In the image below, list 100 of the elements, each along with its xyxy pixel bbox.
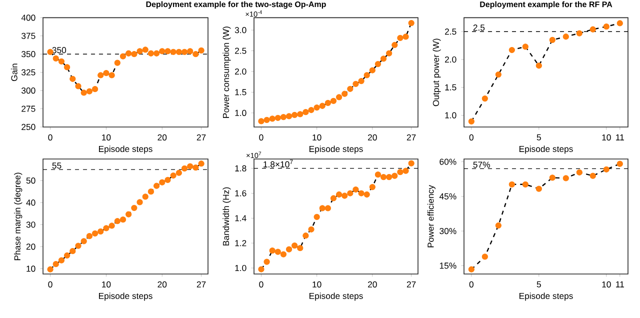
point bbox=[120, 53, 126, 60]
point bbox=[330, 98, 337, 104]
point bbox=[269, 247, 276, 254]
x-tick-label: 20 bbox=[158, 281, 167, 288]
point bbox=[136, 48, 143, 54]
point bbox=[603, 24, 610, 30]
point bbox=[314, 214, 320, 220]
point bbox=[308, 106, 314, 114]
y-tick-label: 1.0 bbox=[235, 110, 246, 116]
y-tick-label: 1.5 bbox=[235, 89, 246, 96]
point bbox=[576, 30, 582, 36]
point bbox=[495, 222, 502, 229]
point bbox=[562, 34, 569, 40]
point bbox=[274, 114, 281, 121]
point bbox=[330, 195, 337, 202]
x-tick-label: 0 bbox=[469, 134, 474, 141]
point bbox=[64, 252, 70, 259]
point bbox=[159, 48, 166, 54]
point bbox=[136, 199, 143, 206]
point bbox=[392, 172, 398, 179]
y-tick-label: 2.5 bbox=[445, 28, 456, 35]
point bbox=[176, 170, 182, 176]
point bbox=[380, 174, 387, 180]
point bbox=[280, 251, 287, 258]
point bbox=[192, 51, 199, 58]
point bbox=[522, 44, 528, 50]
y-tick-label: 10 bbox=[26, 266, 36, 272]
y-axis-title: Power consumption (W) bbox=[222, 26, 231, 118]
point bbox=[549, 36, 556, 44]
x-tick-label: 10 bbox=[312, 281, 322, 288]
point bbox=[86, 88, 93, 94]
x-tick-label: 27 bbox=[406, 134, 416, 140]
y-tick-label: 15% bbox=[440, 262, 456, 269]
point bbox=[170, 48, 176, 55]
y-axis-title: Bandwidth (Hz) bbox=[222, 187, 231, 246]
x-tick-label: 27 bbox=[196, 281, 206, 288]
point bbox=[386, 50, 392, 56]
point bbox=[264, 258, 270, 265]
point bbox=[47, 266, 54, 272]
chart-title: Deployment example for the RF PA bbox=[480, 1, 612, 9]
point bbox=[576, 169, 582, 176]
point bbox=[386, 174, 392, 180]
point bbox=[324, 205, 332, 212]
ref-line-label: 55 bbox=[52, 162, 62, 169]
y-tick-label: 30% bbox=[440, 228, 456, 234]
x-tick-label: 0 bbox=[259, 281, 264, 288]
point bbox=[402, 34, 409, 40]
x-tick-label: 0 bbox=[48, 134, 52, 141]
y-tick-label: 1.8 bbox=[235, 165, 246, 172]
y-tick-label: 1.6 bbox=[235, 190, 246, 196]
y-tick-label: 275 bbox=[22, 106, 36, 112]
x-tick-label: 27 bbox=[196, 134, 206, 140]
point bbox=[187, 163, 194, 170]
point bbox=[302, 109, 309, 116]
x-tick-label: 0 bbox=[469, 281, 474, 288]
point bbox=[120, 216, 126, 223]
point bbox=[75, 242, 82, 249]
point bbox=[114, 218, 120, 224]
y-tick-label: 1.5 bbox=[445, 84, 456, 90]
point bbox=[64, 64, 70, 70]
point bbox=[170, 172, 176, 179]
point bbox=[142, 194, 148, 200]
point bbox=[264, 116, 270, 124]
ref-line-label: 350 bbox=[52, 47, 66, 54]
y-tick-label: 2.0 bbox=[235, 68, 246, 75]
point bbox=[92, 86, 98, 92]
point bbox=[616, 160, 623, 167]
x-axis-title: Episode steps bbox=[309, 292, 363, 301]
point bbox=[358, 78, 364, 84]
y-tick-label: 45% bbox=[439, 193, 456, 200]
point bbox=[286, 246, 292, 252]
y-tick-label: 20 bbox=[26, 244, 36, 250]
point bbox=[603, 166, 610, 172]
point bbox=[402, 168, 409, 174]
point bbox=[522, 181, 528, 188]
point bbox=[108, 72, 115, 78]
y-tick-label: 1.4 bbox=[235, 215, 246, 222]
point bbox=[508, 46, 515, 54]
point bbox=[114, 60, 120, 66]
point bbox=[86, 233, 93, 240]
x-tick-label: 0 bbox=[259, 134, 264, 141]
point bbox=[352, 80, 359, 87]
point bbox=[187, 48, 194, 54]
y-axis-title: Phase margin (degree) bbox=[14, 172, 22, 260]
point bbox=[347, 86, 354, 92]
point bbox=[397, 169, 404, 176]
y-tick-label: 50 bbox=[26, 178, 36, 184]
point bbox=[286, 113, 292, 120]
point bbox=[181, 48, 188, 55]
point bbox=[536, 62, 542, 69]
x-axis-title: Episode steps bbox=[309, 146, 363, 154]
x-tick-label: 10 bbox=[102, 134, 111, 141]
x-tick-label: 20 bbox=[368, 281, 377, 288]
x-tick-label: 5 bbox=[536, 134, 541, 140]
point bbox=[352, 186, 359, 193]
point bbox=[58, 58, 65, 64]
y-tick-label: 40 bbox=[26, 200, 36, 206]
point bbox=[198, 47, 204, 54]
y-tick-label: 325 bbox=[22, 69, 36, 76]
point bbox=[176, 48, 182, 55]
